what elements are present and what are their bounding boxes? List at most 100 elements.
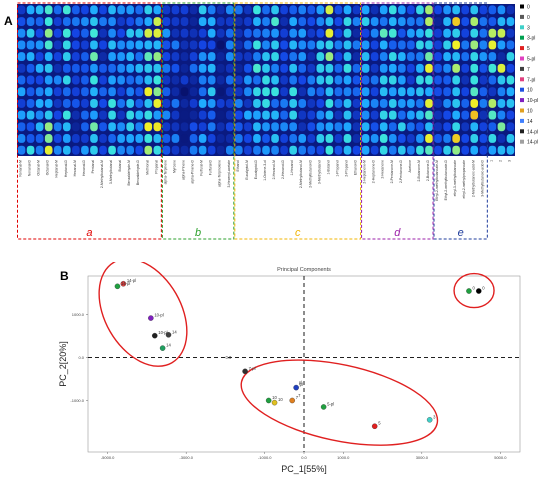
heatmap-cell [90, 98, 98, 108]
legend-label: 10 [527, 88, 533, 94]
legend-swatch [520, 118, 524, 123]
heatmap-cell [479, 52, 488, 62]
heatmap-cell [461, 28, 470, 38]
heatmap-cell [506, 134, 515, 143]
heatmap-cell [90, 63, 98, 73]
heatmap-cell [63, 145, 71, 155]
heatmap-cell [99, 28, 107, 38]
heatmap-cell [298, 17, 307, 26]
heatmap-cell [325, 28, 334, 38]
legend-label: 10-pl [527, 98, 538, 104]
heatmap-cell [144, 17, 153, 26]
heatmap-cell [316, 63, 325, 73]
heatmap-cell [26, 28, 35, 38]
heatmap-cell [117, 98, 125, 108]
heatmap-cell [72, 87, 80, 97]
heatmap-cell [153, 52, 162, 62]
legend-label: 5 [527, 46, 530, 52]
heatmap-cell [117, 122, 125, 132]
group-box-b [161, 2, 235, 240]
heatmap-cell [461, 145, 470, 155]
heatmap-cell [479, 98, 488, 108]
heatmap-cell [379, 98, 388, 108]
heatmap-cell [434, 63, 442, 73]
heatmap-cell [470, 75, 479, 85]
heatmap-cell [117, 134, 125, 143]
heatmap-cell [144, 75, 153, 85]
heatmap-cell [180, 122, 189, 132]
heatmap-cell [334, 145, 343, 155]
heatmap-cell [416, 52, 424, 62]
heatmap-cell [126, 87, 134, 97]
heatmap-cell [398, 40, 406, 50]
column-label: Acetone [408, 160, 412, 173]
heatmap-cell [443, 122, 451, 132]
column-label: 3-Hexenyl-acetate [227, 160, 231, 188]
heatmap-cell [488, 17, 497, 26]
heatmap-cell [253, 134, 261, 143]
heatmap-cell [479, 5, 488, 15]
heatmap-cell [171, 40, 180, 50]
heatmap-cell [216, 134, 225, 143]
heatmap-cell [90, 5, 98, 15]
heatmap-cell [343, 63, 352, 73]
heatmap-cell [180, 87, 189, 97]
heatmap-cell [488, 28, 497, 38]
heatmap-cell [99, 110, 107, 120]
heatmap-cell [44, 63, 53, 73]
heatmap-cell [26, 134, 35, 143]
heatmap-cell [334, 28, 343, 38]
heatmap-cell [271, 63, 279, 73]
heatmap-cell [53, 87, 62, 97]
heatmap-cell [244, 110, 252, 120]
heatmap-cell [307, 5, 316, 15]
heatmap-cell [253, 40, 261, 50]
heatmap-cell [343, 98, 352, 108]
heatmap-cell [325, 52, 334, 62]
heatmap-cell [216, 63, 225, 73]
heatmap-cell [280, 145, 288, 155]
heatmap-cell [26, 40, 35, 50]
heatmap-cell [44, 87, 53, 97]
heatmap-cell [153, 63, 162, 73]
point-label: 0 [472, 286, 475, 291]
heatmap-cell [35, 52, 44, 62]
heatmap-cell [235, 28, 243, 38]
heatmap-cell [334, 75, 343, 85]
heatmap-cell [126, 5, 134, 15]
heatmap-cell [253, 87, 261, 97]
column-label: 3-Methylbutanol [317, 160, 321, 184]
data-point [265, 397, 272, 404]
heatmap-cell [325, 122, 334, 132]
heatmap-cell [90, 52, 98, 62]
heatmap-cell [388, 122, 397, 132]
heatmap-cell [180, 28, 189, 38]
heatmap-cell [271, 40, 279, 50]
heatmap-cell [162, 75, 171, 85]
heatmap-cell [198, 28, 207, 38]
heatmap-cell [108, 28, 116, 38]
heatmap-cell [253, 63, 261, 73]
heatmap-cell [235, 52, 243, 62]
heatmap-cell [470, 145, 479, 155]
column-label: 1-Propanol [335, 160, 339, 177]
heatmap-cell [506, 17, 515, 26]
heatmap-cell [44, 134, 53, 143]
heatmap-cell [90, 17, 98, 26]
heatmap-cell [370, 40, 379, 50]
heatmap-cell [343, 75, 352, 85]
heatmap-cell [135, 52, 144, 62]
heatmap-cell [280, 40, 288, 50]
heatmap-cell [162, 122, 171, 132]
heatmap-cell [189, 145, 198, 155]
heatmap-cell [198, 134, 207, 143]
heatmap-cell [307, 63, 316, 73]
heatmap-cell [334, 110, 343, 120]
heatmap-cell [434, 40, 442, 50]
heatmap-cell [198, 63, 207, 73]
heatmap-cell [316, 134, 325, 143]
heatmap-cell [135, 40, 144, 50]
heatmap-cell [434, 75, 442, 85]
column-label: Nonanal-D [28, 159, 32, 176]
